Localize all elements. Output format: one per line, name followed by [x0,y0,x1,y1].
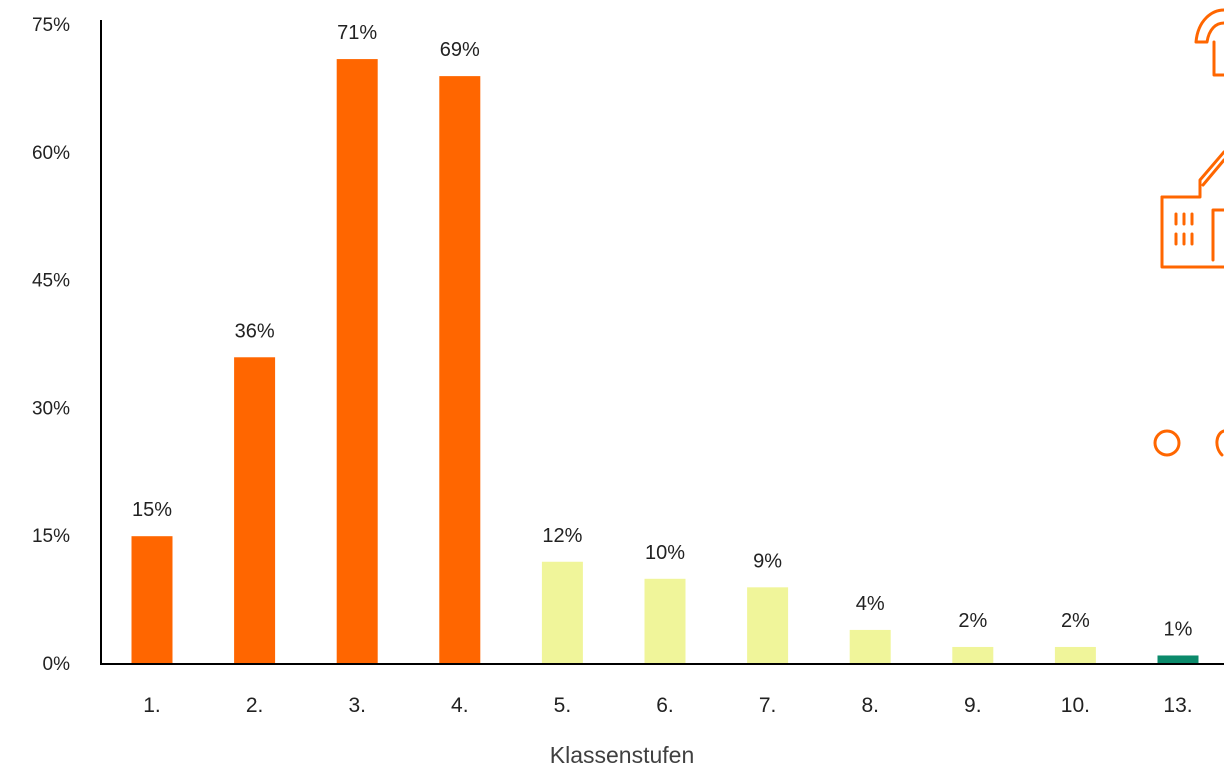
data-label: 12% [542,525,582,547]
y-tick-label: 60% [32,143,70,164]
x-category-label: 6. [656,694,674,717]
data-label: 15% [132,499,172,521]
bar [131,536,173,664]
x-category-label: 13. [1163,694,1192,717]
x-category-label: 4. [451,694,469,717]
x-category-label: 5. [554,694,572,717]
data-label: 10% [645,542,685,564]
x-category-label: 9. [964,694,982,717]
y-tick-label: 0% [43,654,71,675]
x-category-label: 7. [759,694,777,717]
bar [1157,655,1199,664]
y-tick-label: 15% [32,526,70,547]
bar [952,646,994,664]
x-axis-categories: 1. 2. 3. 4. 5. 6. 7. 8. 9. 10. 13. [143,694,1192,717]
data-label: 1% [1164,618,1193,640]
school-building-icon [1160,150,1224,269]
data-label: 9% [753,550,782,572]
y-tick-label: 75% [32,15,70,36]
data-label: 4% [856,593,885,615]
bar [849,629,891,664]
y-tick-label: 30% [32,398,70,419]
circles-icon [1153,429,1224,457]
bar [541,561,583,664]
x-category-label: 8. [861,694,879,717]
bar [644,578,686,664]
bar [439,76,481,665]
y-tick-label: 45% [32,271,70,292]
backpack-icon [1194,8,1224,77]
y-axis-ticks: 0% 15% 30% 45% 60% 75% [32,15,70,675]
x-category-label: 1. [143,694,161,717]
data-label: 2% [958,610,987,632]
bar [234,357,276,664]
bar [336,59,378,664]
x-category-label: 2. [246,694,264,717]
data-label: 69% [440,39,480,61]
data-labels: 15% 36% 71% 69% 12% 10% 9% 4% 2% 2% 1% [132,22,1193,640]
data-label: 2% [1061,610,1090,632]
bars [131,59,1199,665]
bar [747,587,789,664]
bar [1054,646,1096,664]
x-category-label: 3. [348,694,366,717]
data-label: 36% [235,320,275,342]
data-label: 71% [337,22,377,44]
x-category-label: 10. [1061,694,1090,717]
x-axis-title: Klassenstufen [550,742,694,768]
